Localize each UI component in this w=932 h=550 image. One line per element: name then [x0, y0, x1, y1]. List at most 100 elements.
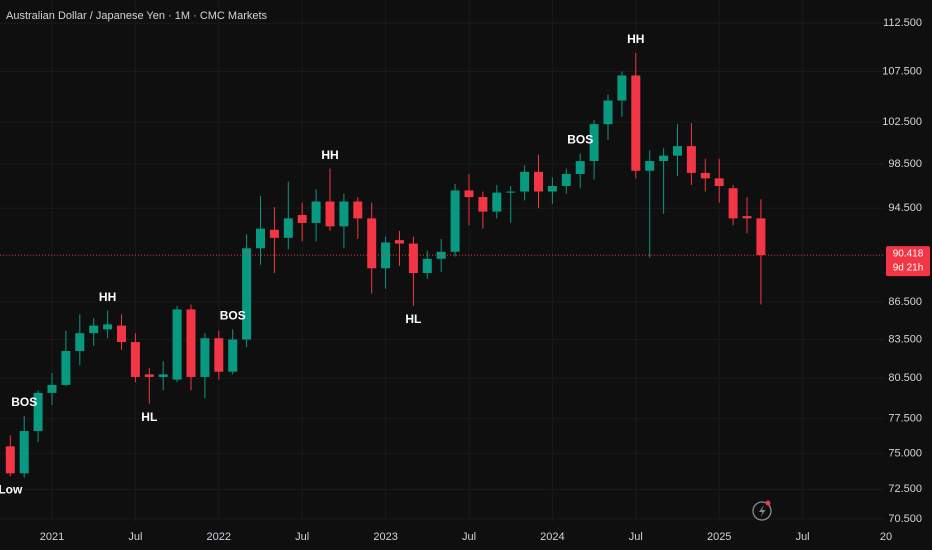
- candle-body: [464, 190, 474, 198]
- candle-body: [256, 228, 265, 249]
- icon-dot: [765, 500, 771, 506]
- candle-body: [353, 201, 363, 219]
- candle-body: [714, 178, 724, 187]
- candle-body: [339, 201, 349, 227]
- x-tick-label: 2024: [540, 531, 564, 543]
- candle-body: [617, 75, 627, 101]
- icon-bolt: [759, 505, 766, 517]
- candle-body: [158, 374, 168, 377]
- candle-body: [520, 171, 530, 192]
- x-tick-label: Jul: [128, 531, 142, 543]
- candle-body: [5, 446, 15, 474]
- candle-body: [700, 172, 710, 179]
- candle-body: [214, 338, 224, 372]
- candle-body: [547, 186, 557, 192]
- candle-body: [19, 430, 29, 474]
- annotation: BOS: [220, 309, 246, 323]
- y-tick-label: 72.500: [888, 483, 922, 495]
- x-tick-label: 2022: [207, 531, 231, 543]
- candle-body: [589, 124, 599, 162]
- candle-body: [673, 146, 682, 156]
- annotation: Low: [0, 482, 23, 496]
- x-tick-label: Jul: [295, 531, 309, 543]
- candle-body: [659, 155, 669, 162]
- y-tick-label: 86.500: [888, 296, 922, 308]
- x-tick-label: 2021: [40, 531, 64, 543]
- candle-body: [283, 218, 293, 238]
- candle-body: [130, 342, 140, 377]
- annotations: Low BOS HH HL BOS HH HL BOS HH: [0, 32, 644, 496]
- y-tick-label: 98.500: [888, 158, 922, 170]
- candle-body: [450, 190, 460, 252]
- y-tick-label: 102.500: [882, 116, 922, 128]
- candle-body: [422, 258, 432, 274]
- x-tick-label: Jul: [629, 531, 643, 543]
- annotation: HH: [99, 290, 116, 304]
- annotation: HH: [627, 32, 644, 46]
- candle-body: [75, 333, 85, 351]
- x-tick-label: 2025: [707, 531, 731, 543]
- candle-body: [395, 240, 404, 244]
- last-price-label: 90.418: [893, 249, 924, 260]
- candle-body: [228, 339, 238, 372]
- candle-body: [534, 171, 543, 192]
- y-tick-label: 107.500: [882, 65, 922, 77]
- y-tick-label: 83.500: [888, 333, 922, 345]
- candle-body: [103, 324, 113, 330]
- candle-body: [172, 309, 182, 380]
- candle-body: [61, 350, 71, 385]
- candle-body: [492, 192, 502, 212]
- icon-ring: [752, 501, 772, 521]
- candle-body: [311, 201, 321, 223]
- grid: [0, 0, 887, 522]
- y-tick-label: 80.500: [888, 372, 922, 384]
- candle-body: [367, 218, 377, 269]
- candle-body: [478, 197, 488, 212]
- candle-body: [645, 161, 655, 171]
- countdown-label: 9d 21h: [893, 263, 924, 274]
- candles: [0, 52, 885, 478]
- x-tick-label: Jul: [796, 531, 810, 543]
- y-tick-label: 70.500: [888, 513, 922, 525]
- y-tick-label: 77.500: [888, 412, 922, 424]
- candle-body: [186, 309, 196, 377]
- last-price-box: [886, 246, 930, 277]
- candle-body: [242, 248, 252, 340]
- candle-body: [756, 218, 766, 256]
- candle-body: [506, 191, 516, 193]
- annotation: HL: [405, 312, 421, 326]
- alert-icon[interactable]: [752, 500, 772, 521]
- annotation: BOS: [11, 395, 37, 409]
- candle-body: [631, 75, 641, 171]
- annotation: HL: [141, 410, 157, 424]
- y-tick-label: 112.500: [883, 17, 922, 29]
- annotation: BOS: [567, 133, 593, 147]
- x-tick-label: 20: [880, 531, 892, 543]
- candle-body: [728, 188, 738, 219]
- candle-body: [144, 374, 154, 377]
- candle-body: [200, 338, 210, 377]
- candle-body: [117, 325, 126, 343]
- candle-body: [742, 216, 752, 219]
- chart-title: Australian Dollar / Japanese Yen · 1M · …: [6, 10, 268, 22]
- x-tick-label: Jul: [462, 531, 476, 543]
- axes: 112.500 107.500 102.500 98.500 94.500 86.500 8…: [40, 17, 930, 543]
- candle-body: [575, 161, 585, 175]
- candle-body: [325, 201, 335, 227]
- candle-body: [686, 146, 696, 173]
- x-tick-label: 2023: [373, 531, 397, 543]
- y-tick-label: 94.500: [888, 202, 922, 214]
- candle-body: [47, 384, 57, 393]
- candle-body: [603, 100, 613, 125]
- time-axis: [0, 524, 932, 550]
- candle-body: [297, 214, 307, 223]
- candle-body: [89, 325, 99, 334]
- candle-body: [561, 174, 571, 187]
- candle-body: [269, 229, 279, 238]
- candle-body: [408, 243, 418, 274]
- candle-body: [381, 242, 391, 269]
- annotation: HH: [321, 148, 338, 162]
- y-tick-label: 75.000: [888, 447, 922, 459]
